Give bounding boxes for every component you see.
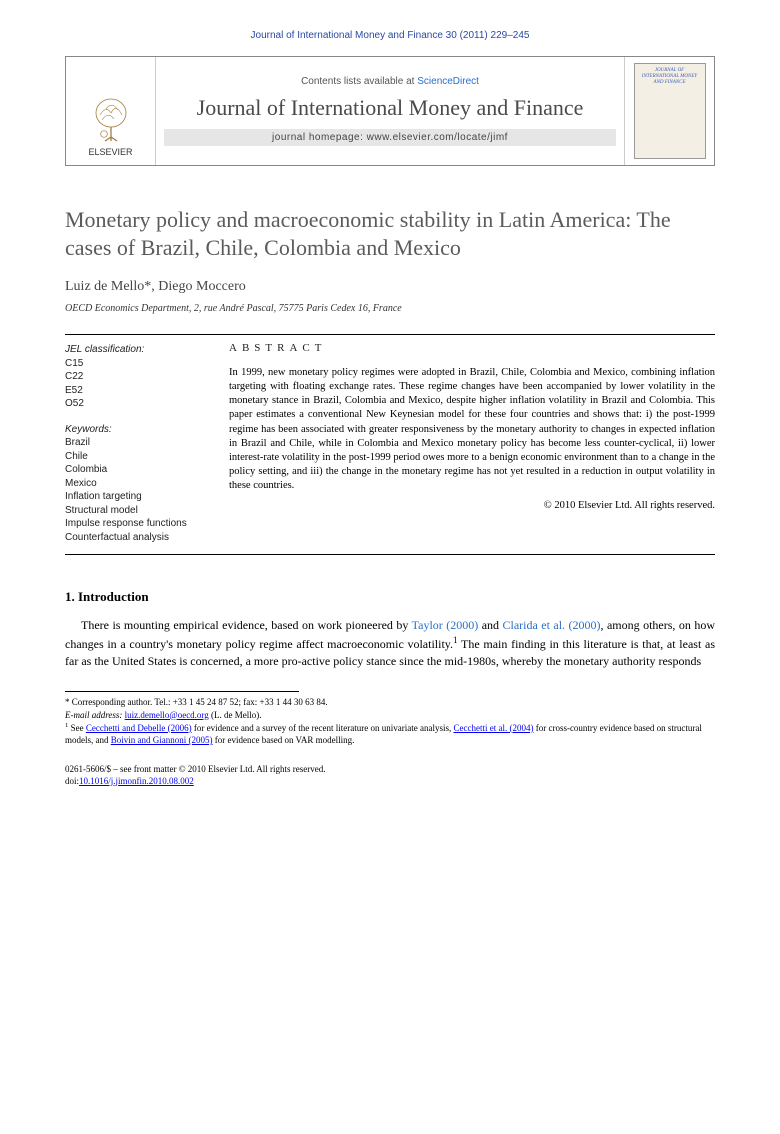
jel-code: C22 bbox=[65, 370, 205, 384]
ref-boivin-giannoni[interactable]: Boivin and Giannoni (2005) bbox=[111, 735, 213, 745]
keyword: Brazil bbox=[65, 436, 205, 450]
authors: Luiz de Mello*, Diego Moccero bbox=[65, 279, 715, 295]
p1-a: There is mounting empirical evidence, ba… bbox=[81, 618, 412, 632]
keyword: Chile bbox=[65, 450, 205, 464]
meta-column: JEL classification: C15 C22 E52 O52 Keyw… bbox=[65, 341, 205, 544]
cover-cell: JOURNAL OF INTERNATIONAL MONEY AND FINAN… bbox=[624, 57, 714, 165]
front-matter-line: 0261-5606/$ – see front matter © 2010 El… bbox=[65, 764, 715, 776]
abstract-copyright: © 2010 Elsevier Ltd. All rights reserved… bbox=[229, 499, 715, 513]
homepage-url[interactable]: www.elsevier.com/locate/jimf bbox=[367, 132, 508, 143]
keywords-heading: Keywords: bbox=[65, 423, 205, 437]
keyword: Colombia bbox=[65, 463, 205, 477]
abstract-block: JEL classification: C15 C22 E52 O52 Keyw… bbox=[65, 341, 715, 544]
email-label: E-mail address: bbox=[65, 710, 125, 720]
doi-line: doi:10.1016/j.jimonfin.2010.08.002 bbox=[65, 776, 715, 788]
section-title-text: Introduction bbox=[78, 589, 149, 604]
ref-taylor-2000[interactable]: Taylor (2000) bbox=[412, 618, 479, 632]
email-after: (L. de Mello). bbox=[209, 710, 262, 720]
ref-cecchetti-2004[interactable]: Cecchetti et al. (2004) bbox=[453, 723, 533, 733]
affiliation: OECD Economics Department, 2, rue André … bbox=[65, 303, 715, 314]
doi-link[interactable]: 10.1016/j.jimonfin.2010.08.002 bbox=[79, 776, 194, 786]
footnote-num: 1 bbox=[65, 722, 68, 729]
sciencedirect-link[interactable]: ScienceDirect bbox=[417, 76, 479, 87]
jel-code: C15 bbox=[65, 357, 205, 371]
publisher-cell: ELSEVIER bbox=[66, 57, 156, 165]
keyword: Mexico bbox=[65, 477, 205, 491]
homepage-line: journal homepage: www.elsevier.com/locat… bbox=[164, 129, 616, 146]
section-number: 1. bbox=[65, 589, 75, 604]
fn1-a: See bbox=[71, 723, 86, 733]
journal-header-box: ELSEVIER Contents lists available at Sci… bbox=[65, 56, 715, 166]
homepage-label: journal homepage: bbox=[272, 132, 367, 143]
section-heading: 1. Introduction bbox=[65, 589, 715, 605]
email-link[interactable]: luiz.demello@oecd.org bbox=[125, 710, 209, 720]
jel-heading: JEL classification: bbox=[65, 343, 205, 357]
contents-prefix: Contents lists available at bbox=[301, 76, 417, 87]
intro-paragraph: There is mounting empirical evidence, ba… bbox=[65, 617, 715, 669]
doi-prefix: doi: bbox=[65, 776, 79, 786]
p1-b: and bbox=[478, 618, 502, 632]
keyword: Counterfactual analysis bbox=[65, 531, 205, 545]
email-line: E-mail address: luiz.demello@oecd.org (L… bbox=[65, 709, 715, 721]
ref-cecchetti-debelle[interactable]: Cecchetti and Debelle (2006) bbox=[86, 723, 192, 733]
journal-name: Journal of International Money and Finan… bbox=[164, 95, 616, 121]
elsevier-tree-icon bbox=[86, 95, 136, 145]
footnote-1: 1 See Cecchetti and Debelle (2006) for e… bbox=[65, 721, 715, 746]
journal-info-cell: Contents lists available at ScienceDirec… bbox=[156, 57, 624, 165]
keyword: Inflation targeting bbox=[65, 490, 205, 504]
contents-line: Contents lists available at ScienceDirec… bbox=[164, 76, 616, 87]
fn1-d: for evidence based on VAR modelling. bbox=[213, 735, 355, 745]
keyword: Impulse response functions bbox=[65, 517, 205, 531]
corresponding-author: * Corresponding author. Tel.: +33 1 45 2… bbox=[65, 696, 715, 708]
jel-code: O52 bbox=[65, 397, 205, 411]
jel-code: E52 bbox=[65, 384, 205, 398]
abstract-column: ABSTRACT In 1999, new monetary policy re… bbox=[229, 341, 715, 544]
abstract-text: In 1999, new monetary policy regimes wer… bbox=[229, 366, 715, 494]
ref-clarida-2000[interactable]: Clarida et al. (2000) bbox=[502, 618, 600, 632]
cover-title: JOURNAL OF INTERNATIONAL MONEY AND FINAN… bbox=[639, 68, 701, 85]
abstract-heading: ABSTRACT bbox=[229, 341, 715, 356]
fn1-b: for evidence and a survey of the recent … bbox=[192, 723, 454, 733]
article-title: Monetary policy and macroeconomic stabil… bbox=[65, 206, 715, 261]
divider-bottom bbox=[65, 554, 715, 555]
divider-top bbox=[65, 334, 715, 335]
publisher-label: ELSEVIER bbox=[88, 147, 132, 157]
keyword: Structural model bbox=[65, 504, 205, 518]
doi-block: 0261-5606/$ – see front matter © 2010 El… bbox=[65, 764, 715, 787]
citation-header: Journal of International Money and Finan… bbox=[65, 30, 715, 41]
footnotes: * Corresponding author. Tel.: +33 1 45 2… bbox=[65, 696, 715, 746]
journal-cover-thumbnail: JOURNAL OF INTERNATIONAL MONEY AND FINAN… bbox=[634, 63, 706, 159]
